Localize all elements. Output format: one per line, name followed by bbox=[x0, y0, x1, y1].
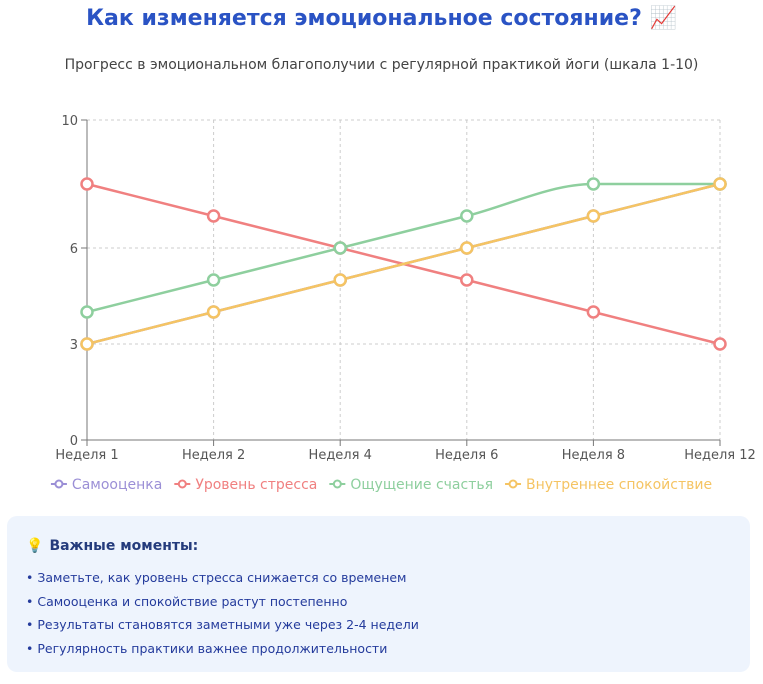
page-title: Как изменяется эмоциональное состояние? … bbox=[86, 6, 677, 31]
data-point bbox=[206, 273, 221, 287]
data-point bbox=[80, 177, 94, 191]
legend-item: Самооценка bbox=[50, 477, 162, 493]
data-point bbox=[80, 305, 94, 319]
line-chart: 0 3 6 10 Неделя 1 Неделя 2 Неделя 4 Неделя 6 Нед… bbox=[50, 114, 756, 493]
chart-axes bbox=[86, 120, 720, 441]
notes-item: Самооценка и спокойствие растут постепен… bbox=[26, 590, 750, 614]
legend-item: Внутреннее спокойствие bbox=[505, 477, 712, 493]
y-tick-label: 0 bbox=[70, 434, 78, 449]
chart-ticks: 0 3 6 10 Неделя 1 Неделя 2 Неделя 4 Неделя 6 Нед… bbox=[55, 114, 755, 463]
chart-grid bbox=[86, 119, 721, 440]
x-tick-label: Неделя 2 bbox=[182, 448, 245, 463]
notes-item: Регулярность практики важнее продолжител… bbox=[26, 637, 750, 661]
lightbulb-icon: 💡 bbox=[26, 538, 44, 554]
data-point bbox=[586, 209, 601, 223]
x-tick-label: Неделя 4 bbox=[309, 448, 372, 463]
data-point bbox=[586, 177, 601, 191]
data-point bbox=[586, 305, 601, 319]
legend-item: Уровень стресса bbox=[174, 477, 317, 493]
legend-marker bbox=[177, 479, 187, 489]
data-point bbox=[206, 209, 221, 223]
notes-list: Заметьте, как уровень стресса снижается … bbox=[26, 566, 750, 661]
notes-item: Результаты становятся заметными уже чере… bbox=[26, 613, 750, 637]
y-tick-label: 3 bbox=[70, 338, 78, 353]
data-point bbox=[206, 305, 221, 319]
notes-item: Заметьте, как уровень стресса снижается … bbox=[26, 566, 750, 590]
chart-points bbox=[80, 177, 727, 351]
legend-label: Внутреннее спокойствие bbox=[526, 477, 712, 493]
series-line-3 bbox=[86, 182, 721, 346]
data-point bbox=[460, 241, 474, 255]
chart-series-lines bbox=[86, 182, 721, 346]
important-notes-panel: 💡 Важные моменты: Заметьте, как уровень … bbox=[7, 516, 750, 672]
legend-item: Ощущение счастья bbox=[329, 477, 493, 493]
x-tick-label: Неделя 1 bbox=[55, 448, 118, 463]
y-tick-label: 10 bbox=[61, 114, 78, 129]
legend-marker bbox=[508, 479, 518, 489]
chart-subtitle: Прогресс в эмоциональном благополучии с … bbox=[64, 57, 699, 73]
notes-heading: 💡 Важные моменты: bbox=[26, 536, 750, 556]
data-point bbox=[80, 337, 94, 351]
y-tick-label: 6 bbox=[70, 242, 78, 257]
data-point bbox=[713, 177, 727, 191]
x-tick-label: Неделя 12 bbox=[684, 448, 756, 463]
x-tick-label: Неделя 8 bbox=[562, 448, 625, 463]
chart-legend: Самооценка Уровень стресса Ощущение счасть… bbox=[50, 477, 712, 493]
data-point bbox=[460, 273, 474, 287]
data-point bbox=[713, 337, 727, 351]
legend-marker bbox=[54, 479, 64, 489]
legend-marker bbox=[332, 479, 342, 489]
data-point bbox=[333, 273, 347, 287]
notes-title: Важные моменты: bbox=[49, 538, 199, 554]
legend-label: Самооценка bbox=[72, 477, 162, 493]
data-point bbox=[460, 209, 474, 223]
series-line-2 bbox=[86, 182, 720, 314]
legend-label: Уровень стресса bbox=[195, 477, 317, 493]
legend-label: Ощущение счастья bbox=[350, 477, 493, 493]
data-point bbox=[333, 241, 347, 255]
x-tick-label: Неделя 6 bbox=[435, 448, 498, 463]
